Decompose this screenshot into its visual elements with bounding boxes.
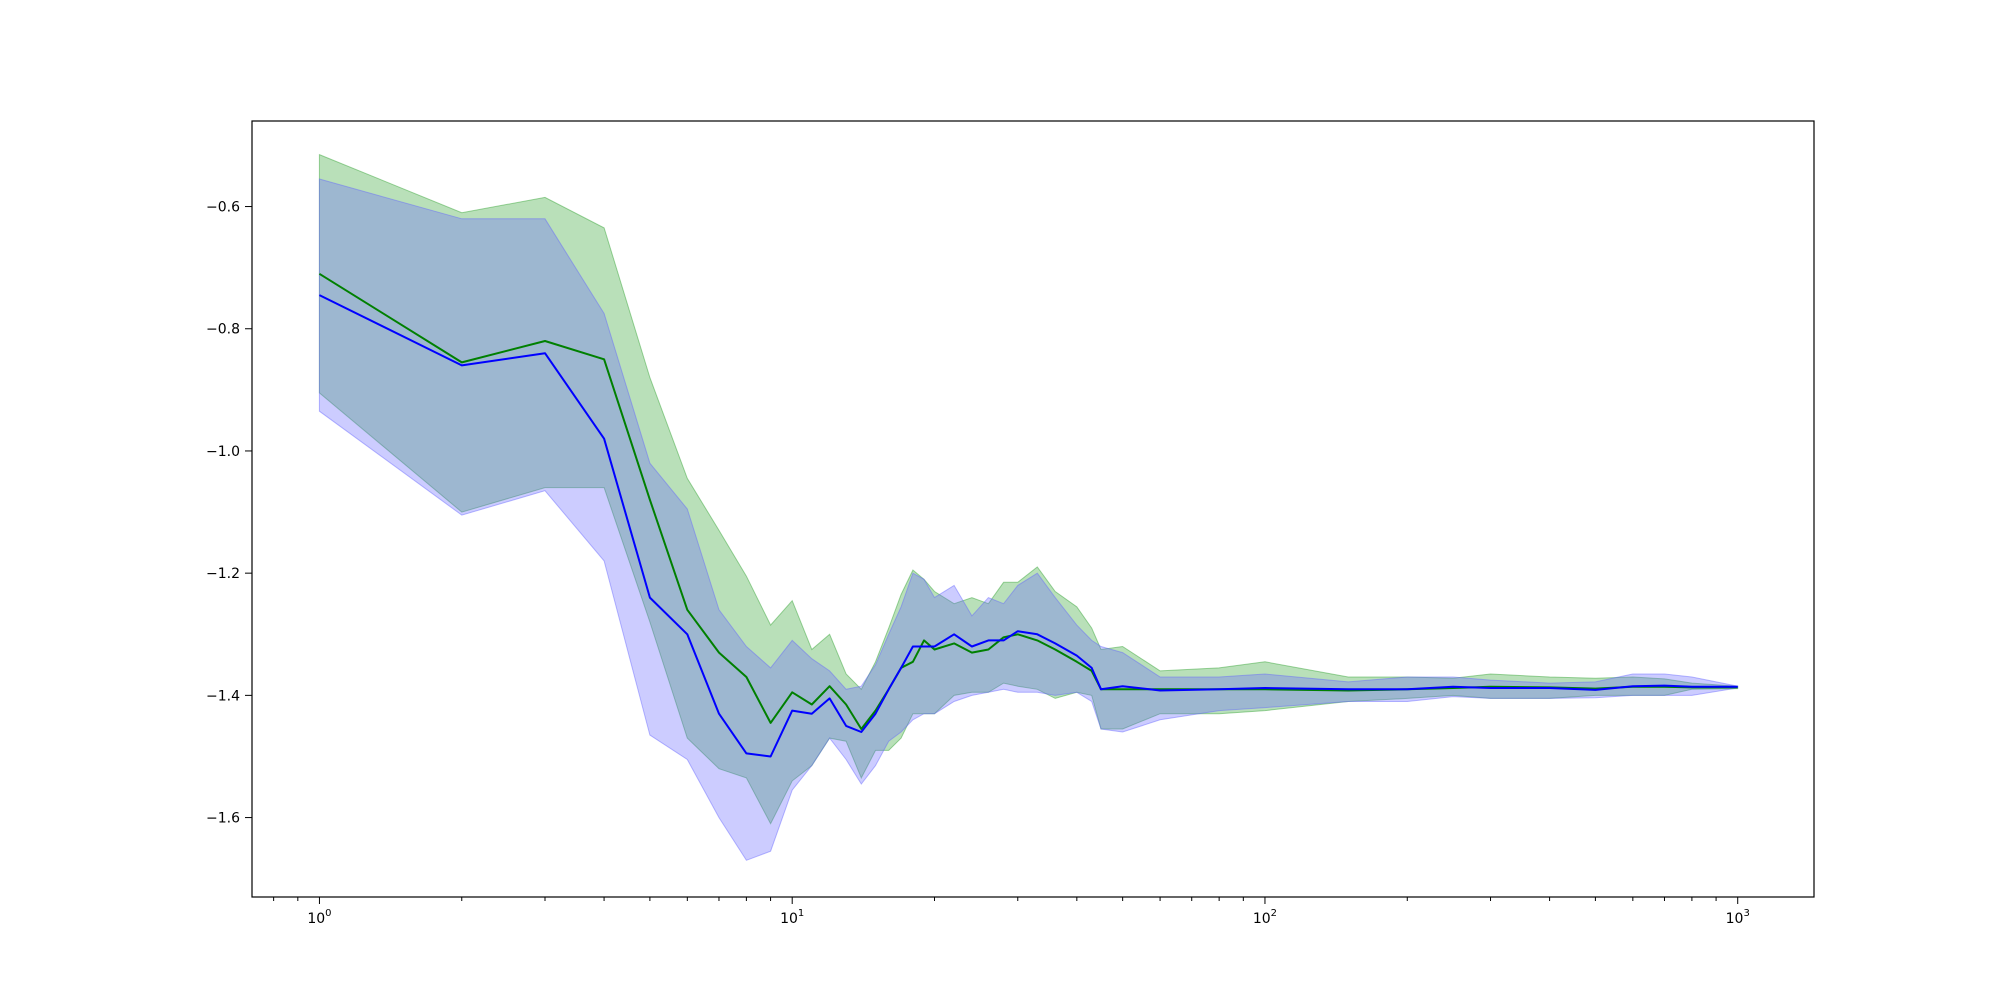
plot-frame bbox=[251, 120, 1815, 898]
y-tick-label: −0.6 bbox=[206, 200, 240, 216]
y-tick-label: −1.4 bbox=[206, 688, 240, 704]
series-lines bbox=[318, 272, 1738, 758]
line-series-2 bbox=[318, 294, 1738, 758]
y-tick-label: −1.2 bbox=[206, 566, 240, 582]
y-tick-label: −0.8 bbox=[206, 322, 240, 338]
band-series-1 bbox=[318, 153, 1739, 825]
x-tick-label: 102 bbox=[1253, 908, 1277, 927]
y-tick-label: −1.0 bbox=[206, 444, 240, 460]
x-tick-label: 103 bbox=[1726, 908, 1750, 927]
x-tick-label: 101 bbox=[780, 908, 804, 927]
x-axis: 100 101 102 103 bbox=[273, 897, 1750, 927]
y-axis: −0.6 −0.8 −1.0 −1.2 −1.4 −1.6 bbox=[206, 200, 252, 827]
y-tick-label: −1.6 bbox=[206, 811, 240, 827]
x-tick-label: 100 bbox=[307, 908, 331, 927]
